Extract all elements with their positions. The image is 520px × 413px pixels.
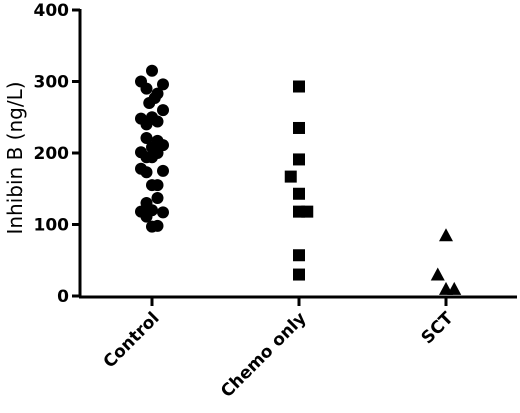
data-point-square	[301, 205, 314, 218]
data-point-circle	[140, 82, 153, 95]
data-point-circle	[146, 64, 158, 77]
data-point-circle	[157, 104, 169, 117]
data-point-circle	[157, 206, 169, 219]
data-point-square	[293, 187, 305, 200]
data-points	[135, 64, 462, 295]
data-point-square	[293, 80, 305, 93]
data-point-circle	[148, 91, 161, 104]
y-tick-label: 300	[34, 73, 70, 93]
x-tick-label: Control	[100, 308, 164, 372]
data-point-square	[284, 170, 297, 183]
data-point-circle	[140, 210, 153, 223]
y-tick-label: 200	[34, 144, 70, 164]
y-tick-label: 0	[57, 287, 69, 307]
data-point-square	[293, 153, 305, 166]
x-tick-label: SCT	[418, 308, 458, 348]
y-tick-label: 100	[34, 216, 70, 236]
data-point-triangle	[447, 281, 462, 295]
x-tick-label: Chemo only	[217, 308, 310, 401]
data-point-circle	[157, 139, 169, 152]
data-point-triangle	[430, 267, 445, 281]
data-point-circle	[151, 115, 164, 128]
data-point-square	[293, 268, 305, 281]
data-point-square	[293, 249, 305, 262]
data-point-circle	[151, 219, 164, 232]
data-point-square	[293, 121, 305, 134]
y-axis-title: Inhibin B (ng/L)	[3, 81, 27, 234]
data-point-triangle	[439, 228, 453, 242]
data-point-circle	[140, 166, 153, 179]
axes: 0 100 200 300 400 Control Chemo only SCT	[34, 1, 517, 402]
data-point-circle	[157, 78, 169, 91]
data-point-circle	[157, 164, 169, 177]
y-tick-label: 400	[34, 1, 70, 21]
data-point-circle	[151, 179, 164, 192]
data-point-circle	[151, 192, 164, 205]
data-point-circle	[140, 131, 153, 144]
